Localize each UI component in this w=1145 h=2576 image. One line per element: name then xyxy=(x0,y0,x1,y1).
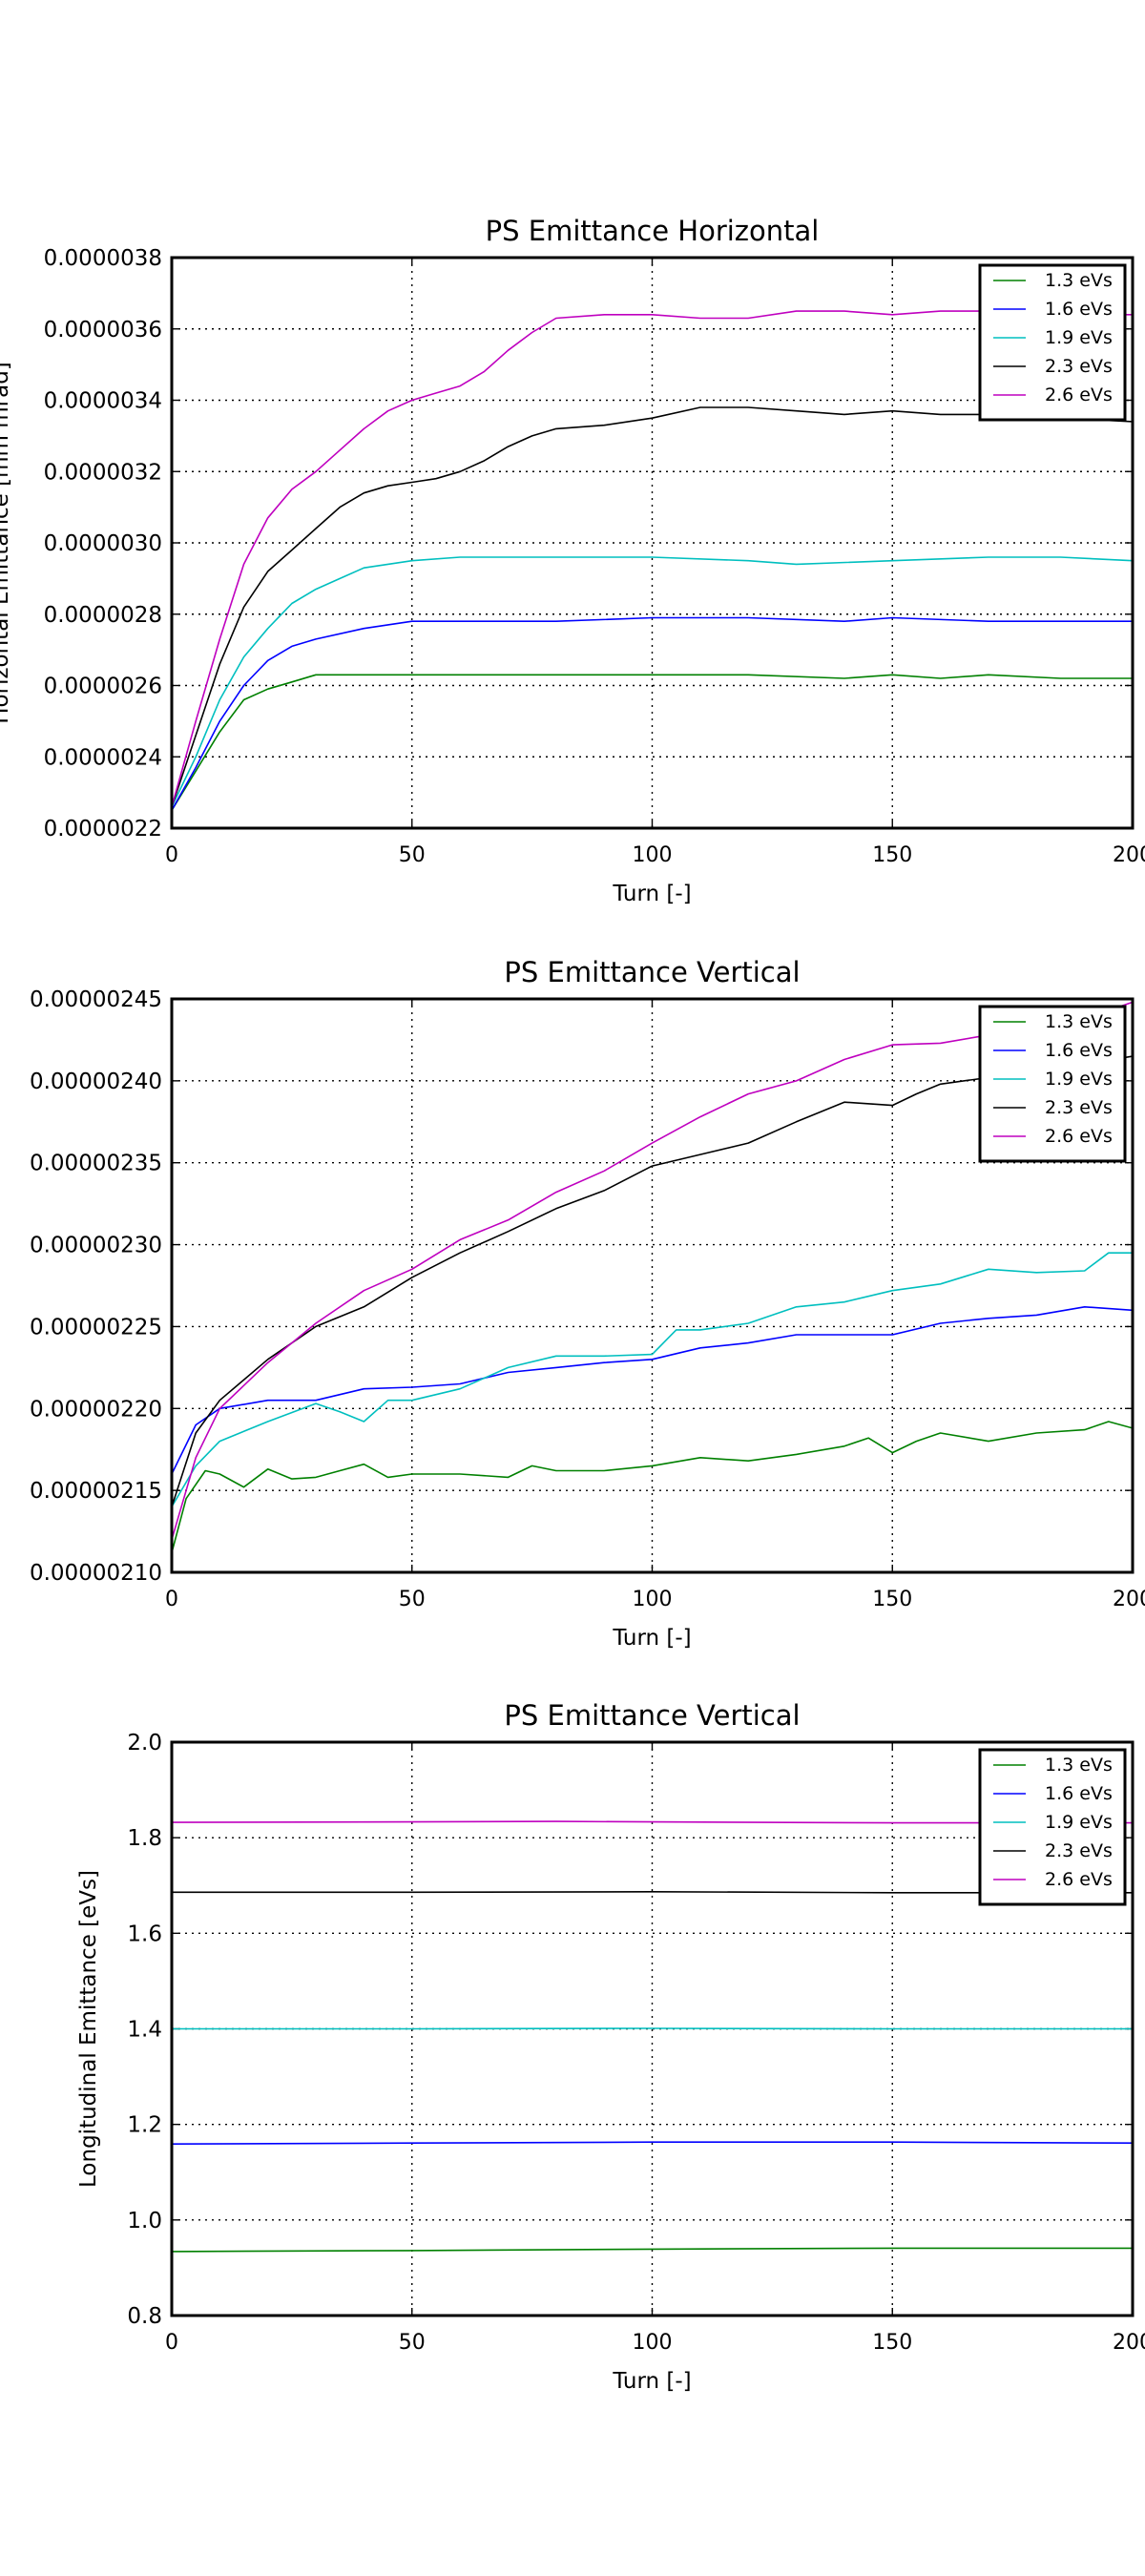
x-axis-label: Turn [-] xyxy=(612,882,691,906)
chart-panel-3: 0 50 100 150 200 0.8 1.0 1.2 1.4 1.6 1.8 2.0 PS Emit… xyxy=(76,1699,1145,2394)
x-tick-label: 200 xyxy=(1113,1588,1145,1611)
legend: 1.3 eVs 1.6 eVs 1.9 eVs 2.3 eVs 2.6 eVs xyxy=(978,1748,1127,1906)
y-tick-label: 0.00000215 xyxy=(30,1479,162,1504)
x-axis-label: Turn [-] xyxy=(612,1626,691,1651)
y-tick-label: 0.0000030 xyxy=(44,531,162,556)
chart-title: PS Emittance Horizontal xyxy=(486,215,820,247)
series-line-2-6-evs xyxy=(172,1820,1133,1824)
legend-label: 1.9 eVs xyxy=(1045,1069,1113,1090)
y-tick-label: 0.0000026 xyxy=(44,675,162,699)
chart-panel-1: 0 50 100 150 200 0.0000022 0.0000024 0.0000026 0… xyxy=(0,215,1145,906)
x-tick-label: 150 xyxy=(872,2331,912,2355)
series-line-2-3-evs xyxy=(172,406,1133,807)
legend-label: 2.6 eVs xyxy=(1045,1126,1113,1147)
y-tick-label: 0.00000245 xyxy=(30,987,162,1012)
legend-label: 2.3 eVs xyxy=(1045,1097,1113,1118)
y-tick-label: 0.8 xyxy=(127,2304,162,2329)
series-line-1-3-evs xyxy=(172,2247,1133,2253)
axes-frame xyxy=(170,997,1135,1574)
y-tick-label: 1.6 xyxy=(127,1922,162,1946)
legend: 1.3 eVs 1.6 eVs 1.9 eVs 2.3 eVs 2.6 eVs xyxy=(978,263,1127,422)
chart-title: PS Emittance Vertical xyxy=(504,1699,800,1732)
y-tick-label: 0.0000036 xyxy=(44,318,162,343)
x-tick-label: 100 xyxy=(633,843,673,867)
y-tick-label: 0.0000024 xyxy=(44,745,162,770)
legend-label: 1.6 eVs xyxy=(1045,1040,1113,1061)
y-tick-label: 0.00000220 xyxy=(30,1397,162,1422)
y-tick-label: 0.0000028 xyxy=(44,603,162,628)
x-tick-label: 150 xyxy=(872,1588,912,1611)
legend: 1.3 eVs 1.6 eVs 1.9 eVs 2.3 eVs 2.6 eVs xyxy=(978,1005,1127,1163)
series-line-2-3-evs xyxy=(172,1055,1133,1507)
series-lines xyxy=(172,310,1133,811)
y-axis-label: Longitudinal Emittance [eVs] xyxy=(76,1870,101,2188)
series-lines xyxy=(172,1820,1133,2253)
x-tick-label: 50 xyxy=(399,843,426,867)
y-tick-label: 1.2 xyxy=(127,2113,162,2138)
y-tick-label: 1.4 xyxy=(127,2018,162,2043)
y-tick-label: 2.0 xyxy=(127,1731,162,1755)
y-tick-label: 0.0000038 xyxy=(44,246,162,271)
y-axis-label: Horizontal Emittance [mm mrad] xyxy=(0,362,13,724)
legend-label: 1.6 eVs xyxy=(1045,299,1113,320)
x-tick-label: 0 xyxy=(165,2331,178,2355)
y-tick-label: 0.0000022 xyxy=(44,817,162,841)
x-tick-label: 50 xyxy=(399,2331,426,2355)
series-line-1-9-evs xyxy=(172,2027,1133,2030)
series-line-1-6-evs xyxy=(172,616,1133,811)
legend-label: 1.3 eVs xyxy=(1045,1011,1113,1032)
chart-title: PS Emittance Vertical xyxy=(504,956,800,988)
y-tick-label: 0.00000235 xyxy=(30,1152,162,1176)
series-line-1-9-evs xyxy=(172,556,1133,807)
x-tick-label: 100 xyxy=(633,1588,673,1611)
legend-label: 2.6 eVs xyxy=(1045,384,1113,405)
x-tick-label: 200 xyxy=(1113,843,1145,867)
legend-box xyxy=(978,1005,1127,1163)
series-line-1-9-evs xyxy=(172,1252,1133,1507)
y-tick-label: 0.00000230 xyxy=(30,1234,162,1258)
axes-frame xyxy=(170,256,1135,830)
series-line-1-6-evs xyxy=(172,1306,1133,1475)
legend-label: 1.9 eVs xyxy=(1045,1812,1113,1833)
series-line-1-6-evs xyxy=(172,2141,1133,2145)
series-line-2-6-evs xyxy=(172,310,1133,807)
y-tick-label: 0.0000032 xyxy=(44,460,162,485)
legend-label: 1.3 eVs xyxy=(1045,1755,1113,1776)
series-line-2-3-evs xyxy=(172,1891,1133,1894)
legend-label: 1.6 eVs xyxy=(1045,1783,1113,1804)
y-tick-label: 1.0 xyxy=(127,2209,162,2233)
legend-box xyxy=(978,1748,1127,1906)
x-tick-label: 100 xyxy=(633,2331,673,2355)
x-tick-label: 0 xyxy=(165,843,178,867)
y-tick-label: 1.8 xyxy=(127,1826,162,1851)
chart-panel-2: 0 50 100 150 200 0.00000210 0.00000215 0.000002… xyxy=(30,956,1145,1651)
y-tick-label: 0.00000240 xyxy=(30,1070,162,1094)
axes-frame xyxy=(170,1740,1135,2317)
series-line-1-3-evs xyxy=(172,674,1133,811)
x-tick-label: 0 xyxy=(165,1588,178,1611)
legend-label: 2.6 eVs xyxy=(1045,1869,1113,1890)
x-axis-label: Turn [-] xyxy=(612,2369,691,2394)
legend-label: 1.3 eVs xyxy=(1045,270,1113,291)
x-tick-label: 50 xyxy=(399,1588,426,1611)
series-lines xyxy=(172,1001,1133,1553)
series-line-2-6-evs xyxy=(172,1001,1133,1540)
y-tick-label: 0.00000225 xyxy=(30,1315,162,1340)
x-tick-label: 200 xyxy=(1113,2331,1145,2355)
legend-label: 2.3 eVs xyxy=(1045,1840,1113,1861)
legend-label: 1.9 eVs xyxy=(1045,327,1113,348)
legend-label: 2.3 eVs xyxy=(1045,356,1113,377)
y-tick-label: 0.0000034 xyxy=(44,389,162,414)
y-tick-label: 0.00000210 xyxy=(30,1561,162,1586)
legend-box xyxy=(978,263,1127,422)
series-line-1-3-evs xyxy=(172,1421,1133,1553)
x-tick-label: 150 xyxy=(872,843,912,867)
